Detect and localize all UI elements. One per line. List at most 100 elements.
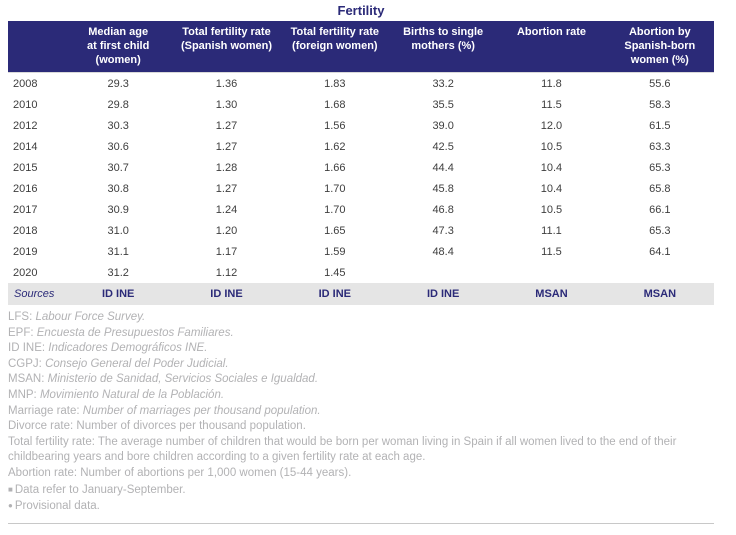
value-cell: 39.0 (432, 119, 454, 132)
value-cell: 11.5 (541, 245, 562, 258)
value-cell: 1.66 (324, 161, 346, 174)
value-cell: 30.6 (107, 140, 129, 153)
value-cell: 47.3 (432, 224, 454, 237)
source-cell: MSAN (605, 283, 714, 305)
footnote-text: Consejo General del Poder Judicial. (45, 357, 229, 370)
value-cell: 31.1 (107, 245, 129, 258)
footnote-prefix: Marriage rate: (8, 404, 83, 417)
header-cell-year (8, 21, 64, 73)
value-cell (606, 262, 714, 283)
header-cell-abortion-rate: Abortion rate (497, 21, 606, 73)
table-row: 2008 29.3 1.36 1.83 33.2 11.8 55.6 (8, 73, 714, 95)
sources-row: Sources ID INE ID INE ID INE ID INE MSAN MSAN (8, 283, 714, 305)
footnotes: LFS: Labour Force Survey. EPF: Encuesta d… (8, 310, 714, 515)
footnote-line: MNP: Movimiento Natural de la Población. (8, 388, 714, 404)
source-cell: ID INE (280, 283, 389, 305)
value-cell: 1.65 (324, 224, 346, 237)
footnote-line: Divorce rate: Number of divorces per tho… (8, 419, 714, 435)
value-cell: 1.59 (324, 245, 346, 258)
table-row: 2016 30.8 1.27 1.70 45.8 10.4 65.8 (8, 178, 714, 199)
value-cell: 1.36 (215, 77, 238, 90)
footnote-prefix: MNP: (8, 388, 40, 401)
year-cell: 2020 (13, 266, 38, 279)
footnote-text: Number of abortions per 1,000 women (15-… (80, 466, 352, 479)
source-cell: ID INE (172, 283, 281, 305)
header-cell-single-mothers: Births to single mothers (%) (388, 21, 498, 73)
value-cell: 10.5 (540, 203, 563, 216)
header-cell-tfr-foreign: Total fertility rate (foreign women) (280, 21, 389, 73)
sources-label: Sources (8, 283, 64, 305)
value-cell (389, 262, 497, 283)
value-cell: 11.5 (541, 98, 562, 111)
footnote-prefix: MSAN: (8, 373, 48, 386)
year-cell: 2008 (13, 77, 38, 90)
table-row: 2020 31.2 1.12 1.45 (8, 262, 714, 283)
value-cell: 1.70 (324, 203, 346, 216)
footnote-line: Marriage rate: Number of marriages per t… (8, 404, 714, 420)
value-cell: 58.3 (649, 98, 671, 111)
value-cell: 29.8 (107, 98, 129, 111)
footnote-text: Provisional data. (14, 500, 100, 513)
value-cell: 1.27 (215, 140, 238, 153)
year-cell: 2019 (13, 245, 38, 258)
header-cell-abortion-spanish: Abortion by Spanish-born women (%) (605, 21, 714, 73)
table-body: 2008 29.3 1.36 1.83 33.2 11.8 55.6 2010 29.8 1.30… (8, 73, 714, 284)
footnote-line: MSAN: Ministerio de Sanidad, Servicios S… (8, 372, 714, 388)
footnote-line: Total fertility rate: The average number… (8, 435, 714, 466)
footnote-line: EPF: Encuesta de Presupuestos Familiares… (8, 326, 714, 342)
footnote-prefix: Divorce rate: (8, 420, 77, 433)
fertility-table-section: Fertility Median age at first child (wom… (8, 2, 714, 524)
value-cell: 1.28 (215, 161, 238, 174)
value-cell: 65.3 (649, 161, 671, 174)
year-cell: 2014 (13, 140, 38, 153)
year-cell: 2010 (13, 98, 38, 111)
footnote-prefix: CGPJ: (8, 357, 46, 370)
value-cell: 30.3 (107, 119, 129, 132)
header-cell-median-age: Median age at first child (women) (64, 21, 173, 73)
source-cell: ID INE (388, 283, 498, 305)
footnote-text: The average number of children that woul… (8, 435, 677, 464)
value-cell: 35.5 (432, 98, 454, 111)
value-cell: 65.3 (649, 224, 671, 237)
value-cell: 44.4 (432, 161, 454, 174)
footnote-text: Ministerio de Sanidad, Servicios Sociale… (47, 373, 319, 386)
value-cell: 12.0 (540, 119, 563, 132)
value-cell: 45.8 (432, 182, 454, 195)
bottom-divider (8, 522, 714, 524)
value-cell: 1.20 (215, 224, 238, 237)
table-row: 2017 30.9 1.24 1.70 46.8 10.5 66.1 (8, 199, 714, 220)
value-cell: 65.8 (649, 182, 671, 195)
value-cell: 1.62 (324, 140, 346, 153)
table-row: 2019 31.1 1.17 1.59 48.4 11.5 64.1 (8, 241, 714, 262)
square-marker-icon: ■ (8, 484, 13, 494)
footnote-prefix: EPF: (8, 326, 37, 339)
footnote-prefix: Total fertility rate: (8, 435, 98, 448)
value-cell: 29.3 (107, 77, 129, 90)
circle-marker-icon: ● (8, 501, 13, 511)
value-cell: 1.68 (324, 98, 346, 111)
source-cell: ID INE (64, 283, 173, 305)
table-row: 2018 31.0 1.20 1.65 47.3 11.1 65.3 (8, 220, 714, 241)
footnote-prefix: LFS: (8, 311, 36, 323)
year-cell: 2012 (13, 119, 38, 132)
footnote-line: Abortion rate: Number of abortions per 1… (8, 466, 714, 482)
value-cell: 31.0 (107, 224, 129, 237)
footnote-text: Encuesta de Presupuestos Familiares. (36, 326, 234, 339)
footnote-text: Data refer to January-September. (14, 483, 186, 496)
value-cell: 42.5 (432, 140, 454, 153)
footnote-line: ID INE: Indicadores Demográficos INE. (8, 341, 714, 357)
value-cell: 61.5 (649, 119, 671, 132)
value-cell: 30.9 (107, 203, 129, 216)
value-cell: 46.8 (432, 203, 454, 216)
table-sources: Sources ID INE ID INE ID INE ID INE MSAN MSAN (8, 283, 714, 305)
table-row: 2015 30.7 1.28 1.66 44.4 10.4 65.3 (8, 157, 714, 178)
footnote-line: ■ Data refer to January-September. (8, 482, 714, 499)
value-cell: 1.30 (215, 98, 238, 111)
year-cell: 2018 (13, 224, 38, 237)
year-cell: 2016 (13, 182, 38, 195)
value-cell: 1.45 (324, 266, 346, 279)
page-title: Fertility (337, 3, 385, 18)
footnote-prefix: Abortion rate: (8, 466, 81, 479)
fertility-table: Median age at first child (women) Total … (8, 21, 714, 305)
